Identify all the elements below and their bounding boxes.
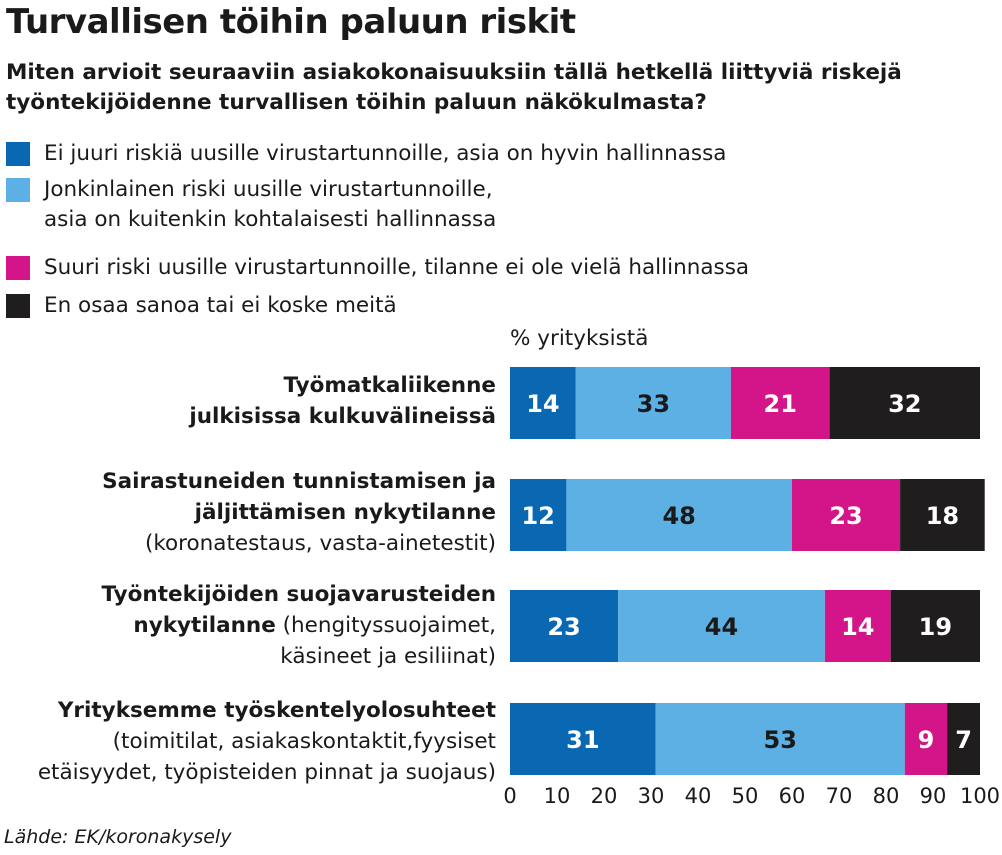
legend-label-high-risk: Suuri riski uusille virustartunnoille, t… <box>44 255 750 280</box>
bar-segment <box>829 367 980 439</box>
bar-value-label: 14 <box>526 390 559 418</box>
category-label-line: julkisissa kulkuvälineissä <box>189 404 496 429</box>
source-note: Lähde: EK/koronakysely <box>4 826 232 848</box>
bar-value-label: 31 <box>566 726 599 754</box>
category-label-line: Sairastuneiden tunnistamisen ja <box>102 469 496 494</box>
bar-value-label: 32 <box>888 390 921 418</box>
bar-segment <box>510 367 576 439</box>
chart-title: Turvallisen töihin paluun riskit <box>6 2 576 42</box>
unit-label: % yrityksistä <box>510 326 649 351</box>
category-label-line: Yrityksemme työskentelyolosuhteet <box>57 698 496 723</box>
bar-value-label: 19 <box>919 613 952 641</box>
bar-value-label: 7 <box>955 726 972 754</box>
bar-segment <box>618 590 825 662</box>
category-label: Sairastuneiden tunnistamisen ja jäljittäm… <box>102 466 496 559</box>
bar-segment <box>824 590 891 662</box>
x-tick-label: 60 <box>779 784 806 808</box>
legend-label-no-risk: Ei juuri riskiä uusille virustartunnoill… <box>44 141 727 166</box>
bar-segment <box>904 703 948 775</box>
legend-swatch-dont-know <box>6 294 30 318</box>
bar-segment <box>792 479 901 551</box>
category-label: Työmatkaliikenne julkisissa kulkuvälineis… <box>189 370 496 432</box>
x-tick-label: 100 <box>960 784 1000 808</box>
bar-segment <box>510 703 656 775</box>
bar-segment <box>510 479 567 551</box>
bar-segment <box>890 590 980 662</box>
bar-value-label: 23 <box>829 502 862 530</box>
x-tick-label: 30 <box>638 784 665 808</box>
category-label-line: Työmatkaliikenne <box>283 373 496 398</box>
bar-value-label: 33 <box>637 390 670 418</box>
category-label-line: (toimitilat, asiakaskontaktit,fyysiset <box>112 729 496 754</box>
chart-subtitle: Miten arvioit seuraaviin asiakokonaisuuk… <box>6 60 902 115</box>
bar-value-label: 18 <box>926 502 959 530</box>
x-tick-label: 80 <box>873 784 900 808</box>
category-label-line: Työntekijöiden suojavarusteiden <box>101 582 497 607</box>
x-tick-label: 70 <box>826 784 853 808</box>
bar-value-label: 44 <box>705 613 738 641</box>
x-tick-label: 90 <box>920 784 947 808</box>
legend-label-some-risk: Jonkinlainen riski uusille virustartunno… <box>44 177 497 232</box>
bar-value-label: 9 <box>918 726 935 754</box>
category-label-line: käsineet ja esiliinat) <box>280 644 496 669</box>
bar-segment <box>730 367 830 439</box>
bar-value-label: 14 <box>841 613 874 641</box>
x-tick-label: 40 <box>685 784 712 808</box>
category-label-line: nykytilanne (hengityssuojaimet, <box>133 613 496 638</box>
bar-segment <box>510 590 619 662</box>
bar-value-label: 21 <box>764 390 797 418</box>
bar-segment <box>655 703 905 775</box>
category-label-line: (koronatestaus, vasta-ainetestit) <box>144 531 496 556</box>
bar-value-label: 53 <box>764 726 797 754</box>
category-label-line: etäisyydet, työpisteiden pinnat ja suoja… <box>37 760 496 785</box>
category-label: Yrityksemme työskentelyolosuhteet (toimit… <box>38 695 496 788</box>
bar-segment <box>566 479 792 551</box>
bar-value-label: 23 <box>547 613 580 641</box>
x-tick-label: 20 <box>591 784 618 808</box>
bar-value-label: 48 <box>662 502 695 530</box>
x-tick-label: 50 <box>732 784 759 808</box>
legend-swatch-no-risk <box>6 142 30 166</box>
x-tick-label: 0 <box>503 784 516 808</box>
legend-swatch-high-risk <box>6 256 30 280</box>
bar-segment <box>900 479 985 551</box>
bar-segment <box>575 367 731 439</box>
x-tick-label: 10 <box>544 784 571 808</box>
bar-segment <box>947 703 980 775</box>
category-label: Työntekijöiden suojavarusteiden nykytilan… <box>102 579 497 672</box>
legend-label-dont-know: En osaa sanoa tai ei koske meitä <box>44 293 397 318</box>
bar-value-label: 12 <box>521 502 554 530</box>
legend-swatch-some-risk <box>6 178 30 202</box>
category-label-line: jäljittämisen nykytilanne <box>194 500 496 525</box>
